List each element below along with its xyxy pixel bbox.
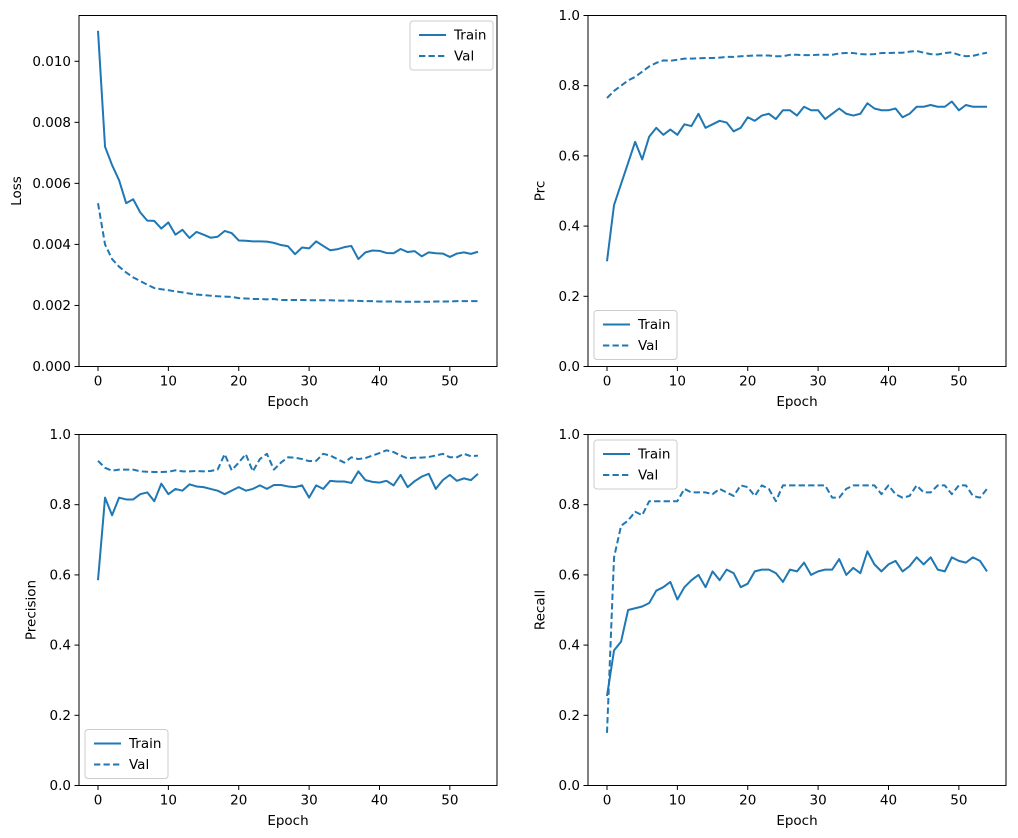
train-line (97, 30, 479, 261)
x-tick-label: 20 (230, 793, 247, 809)
x-tick-label: 10 (669, 374, 686, 390)
y-tick-label: 0.010 (32, 54, 71, 70)
val-line (97, 203, 478, 303)
x-tick-label: 50 (950, 374, 967, 390)
y-axis-label: Precision (23, 580, 39, 640)
x-tick-label: 20 (739, 793, 756, 809)
x-tick-label: 0 (94, 374, 103, 390)
x-tick-label: 0 (603, 374, 612, 390)
y-tick-label: 0.8 (559, 497, 580, 513)
prc-subplot: 0 10 20 30 40 50 0.0 0.2 0.4 0.6 0.8 1.0 Epoch Prc Tra… (509, 0, 1018, 419)
x-tick-label: 50 (950, 793, 967, 809)
x-tick-label: 20 (230, 374, 247, 390)
prc-chart: 0 10 20 30 40 50 0.0 0.2 0.4 0.6 0.8 1.0 Epoch Prc Tra… (532, 8, 1007, 410)
legend-box (593, 439, 678, 490)
y-tick-label: 0.8 (559, 78, 580, 94)
y-tick-label: 0.000 (32, 359, 71, 375)
axes-frame (78, 434, 498, 786)
y-tick-label: 0.006 (32, 176, 71, 192)
y-axis-label: Recall (532, 590, 548, 630)
x-tick-label: 10 (160, 374, 177, 390)
axes-frame (78, 15, 498, 367)
legend-box (409, 20, 494, 71)
x-tick-label: 10 (669, 793, 686, 809)
x-tick-label: 30 (301, 793, 318, 809)
precision-chart: 0 10 20 30 40 50 0.0 0.2 0.4 0.6 0.8 1.0 Epoch Precis… (23, 427, 498, 829)
y-tick-label: 0.0 (559, 778, 580, 794)
val-line (97, 449, 479, 474)
train-line (606, 100, 987, 262)
x-tick-label: 40 (371, 793, 388, 809)
y-tick-label: 0.008 (32, 115, 71, 131)
legend-val-label: Val (129, 757, 149, 773)
x-tick-label: 0 (94, 793, 103, 809)
y-tick-label: 0.002 (32, 298, 71, 314)
x-tick-label: 50 (441, 374, 458, 390)
x-axis-label: Epoch (776, 813, 817, 829)
x-tick-label: 30 (810, 374, 827, 390)
loss-subplot: 0 10 20 30 40 50 0.000 0.002 0.004 0.006 0.008 0.01… (0, 0, 509, 419)
legend-box (84, 729, 169, 779)
x-tick-label: 30 (301, 374, 318, 390)
legend-train-label: Train (453, 28, 486, 44)
legend-val-label: Val (454, 49, 474, 65)
x-axis-label: Epoch (267, 813, 308, 829)
x-tick-label: 40 (880, 374, 897, 390)
legend-train-label: Train (128, 736, 161, 752)
x-tick-label: 10 (160, 793, 177, 809)
y-tick-label: 0.0 (50, 778, 71, 794)
y-tick-label: 0.2 (50, 708, 71, 724)
loss-chart: 0 10 20 30 40 50 0.000 0.002 0.004 0.006 0.008 0.01… (9, 15, 498, 410)
recall-chart: 0 10 20 30 40 50 0.0 0.2 0.4 0.6 0.8 1.0 Epoch Recall… (532, 427, 1007, 829)
y-tick-label: 0.6 (559, 567, 580, 583)
train-line (97, 470, 479, 581)
legend-train-label: Train (637, 317, 670, 333)
legend-val-label: Val (638, 338, 658, 354)
y-tick-label: 1.0 (559, 8, 580, 24)
axes-frame (587, 434, 1007, 786)
x-tick-label: 30 (810, 793, 827, 809)
x-tick-label: 50 (441, 793, 458, 809)
y-tick-label: 0.4 (559, 219, 580, 235)
y-tick-label: 0.6 (50, 567, 71, 583)
y-tick-label: 0.0 (559, 359, 580, 375)
y-tick-label: 0.4 (559, 638, 580, 654)
train-line (606, 550, 988, 697)
legend-train-label: Train (637, 447, 670, 463)
axes-frame (587, 15, 1007, 367)
x-axis-label: Epoch (267, 394, 308, 410)
x-tick-label: 40 (371, 374, 388, 390)
legend-box (593, 310, 678, 360)
y-tick-label: 0.2 (559, 289, 580, 305)
x-tick-label: 0 (603, 793, 612, 809)
legend-val-label: Val (638, 468, 658, 484)
val-line (606, 49, 988, 99)
y-tick-label: 1.0 (50, 427, 71, 443)
precision-subplot: 0 10 20 30 40 50 0.0 0.2 0.4 0.6 0.8 1.0 Epoch Precis… (0, 419, 509, 838)
y-axis-label: Prc (532, 181, 548, 202)
y-tick-label: 0.6 (559, 148, 580, 164)
val-line (606, 484, 988, 733)
x-axis-label: Epoch (776, 394, 817, 410)
y-axis-label: Loss (9, 176, 25, 206)
y-tick-label: 0.4 (50, 638, 71, 654)
y-tick-label: 0.004 (32, 237, 71, 253)
recall-subplot: 0 10 20 30 40 50 0.0 0.2 0.4 0.6 0.8 1.0 Epoch Recall… (509, 419, 1018, 838)
y-tick-label: 1.0 (559, 427, 580, 443)
y-tick-label: 0.2 (559, 708, 580, 724)
x-tick-label: 20 (739, 374, 756, 390)
x-tick-label: 40 (880, 793, 897, 809)
y-tick-label: 0.8 (50, 497, 71, 513)
